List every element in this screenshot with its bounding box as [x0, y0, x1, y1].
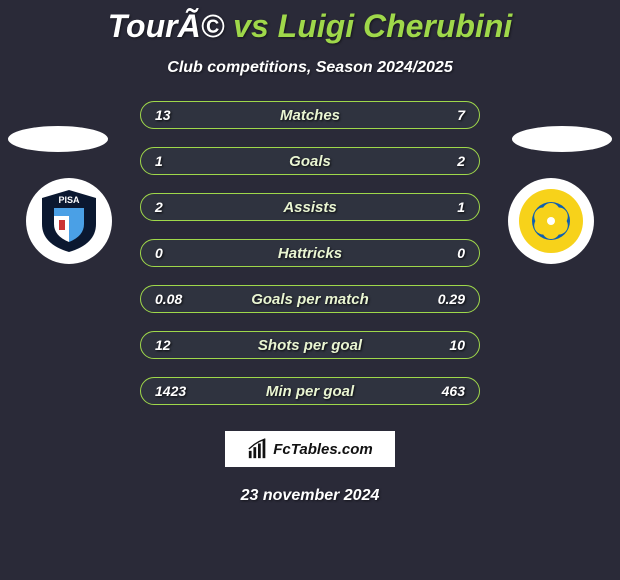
- stat-label: Matches: [280, 107, 340, 124]
- player1-name: TourÃ©: [108, 8, 225, 44]
- pisa-badge-icon: PISA: [34, 186, 104, 256]
- stat-row: 13 Matches 7: [140, 101, 480, 129]
- stat-row: 1423 Min per goal 463: [140, 377, 480, 405]
- fctables-label: FcTables.com: [273, 441, 372, 458]
- stat-value-left: 1423: [155, 383, 186, 399]
- page-title: TourÃ© vs Luigi Cherubini: [0, 0, 620, 45]
- stat-value-right: 463: [442, 383, 465, 399]
- stat-row: 0.08 Goals per match 0.29: [140, 285, 480, 313]
- chart-icon: [247, 438, 269, 460]
- stat-value-right: 0: [457, 245, 465, 261]
- stat-value-right: 0.29: [438, 291, 465, 307]
- stat-row: 0 Hattricks 0: [140, 239, 480, 267]
- fctables-watermark: FcTables.com: [225, 431, 395, 467]
- stat-value-left: 1: [155, 153, 163, 169]
- date-text: 23 november 2024: [0, 487, 620, 505]
- stat-row: 12 Shots per goal 10: [140, 331, 480, 359]
- player2-silhouette: [512, 126, 612, 152]
- stat-value-right: 7: [457, 107, 465, 123]
- stat-value-right: 1: [457, 199, 465, 215]
- club-logo-right: [508, 178, 594, 264]
- player1-silhouette: [8, 126, 108, 152]
- club-logo-left: PISA: [26, 178, 112, 264]
- stat-label: Hattricks: [278, 245, 342, 262]
- stat-label: Goals: [289, 153, 331, 170]
- vs-text: vs: [233, 8, 269, 44]
- stat-value-left: 2: [155, 199, 163, 215]
- carrarese-badge-icon: [516, 186, 586, 256]
- stat-label: Assists: [283, 199, 336, 216]
- subtitle: Club competitions, Season 2024/2025: [0, 59, 620, 77]
- svg-text:PISA: PISA: [58, 195, 80, 205]
- stat-value-left: 12: [155, 337, 171, 353]
- stat-value-right: 10: [449, 337, 465, 353]
- stat-row: 1 Goals 2: [140, 147, 480, 175]
- stat-label: Goals per match: [251, 291, 369, 308]
- stat-value-left: 13: [155, 107, 171, 123]
- stat-row: 2 Assists 1: [140, 193, 480, 221]
- stat-value-right: 2: [457, 153, 465, 169]
- stats-table: 13Matches71Goals22Assists10Hattricks00.0…: [140, 101, 480, 405]
- stat-label: Min per goal: [266, 383, 354, 400]
- stat-label: Shots per goal: [258, 337, 362, 354]
- stat-value-left: 0: [155, 245, 163, 261]
- stat-value-left: 0.08: [155, 291, 182, 307]
- player2-name: Luigi Cherubini: [278, 8, 513, 44]
